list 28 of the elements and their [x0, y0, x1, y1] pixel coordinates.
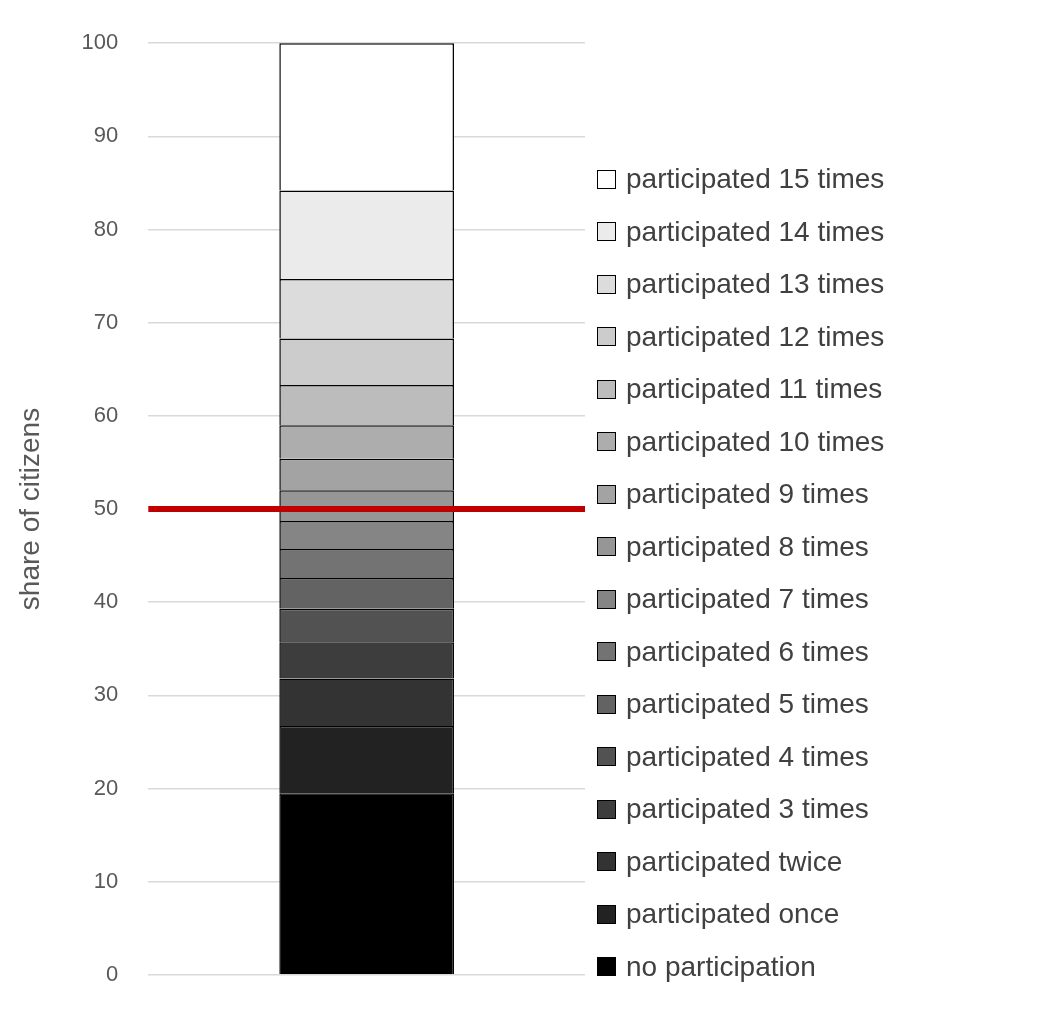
legend-label: participated 14 times [626, 215, 885, 248]
y-tick-label: 80 [93, 215, 119, 241]
legend-label: participated 11 times [626, 373, 883, 406]
legend-label: participated 9 times [626, 478, 869, 511]
legend-label: participated 6 times [626, 635, 869, 668]
legend-label: participated 8 times [626, 530, 869, 563]
y-tick-label: 60 [93, 401, 119, 427]
legend-label: participated once [626, 898, 840, 931]
legend-label: participated 13 times [626, 268, 885, 301]
legend-label: participated twice [626, 845, 843, 878]
y-tick-label: 0 [106, 960, 119, 986]
legend-label: participated 7 times [626, 583, 869, 616]
legend-label: participated 3 times [626, 793, 869, 826]
legend-label: no participation [626, 950, 816, 983]
y-tick-label: 40 [93, 588, 119, 614]
y-tick-label: 70 [93, 308, 119, 334]
y-tick-label: 20 [93, 774, 119, 800]
y-axis-title: share of citizens [13, 407, 45, 611]
y-tick-label: 100 [81, 29, 119, 55]
legend-label: participated 10 times [626, 425, 885, 458]
legend-label: participated 5 times [626, 688, 869, 721]
y-tick-label: 90 [93, 122, 119, 148]
legend-label: participated 15 times [626, 163, 885, 196]
legend-label: participated 4 times [626, 740, 869, 773]
y-tick-label: 10 [93, 867, 119, 893]
y-tick-label: 30 [93, 681, 119, 707]
y-tick-label: 50 [93, 495, 119, 521]
legend-label: participated 12 times [626, 320, 885, 353]
